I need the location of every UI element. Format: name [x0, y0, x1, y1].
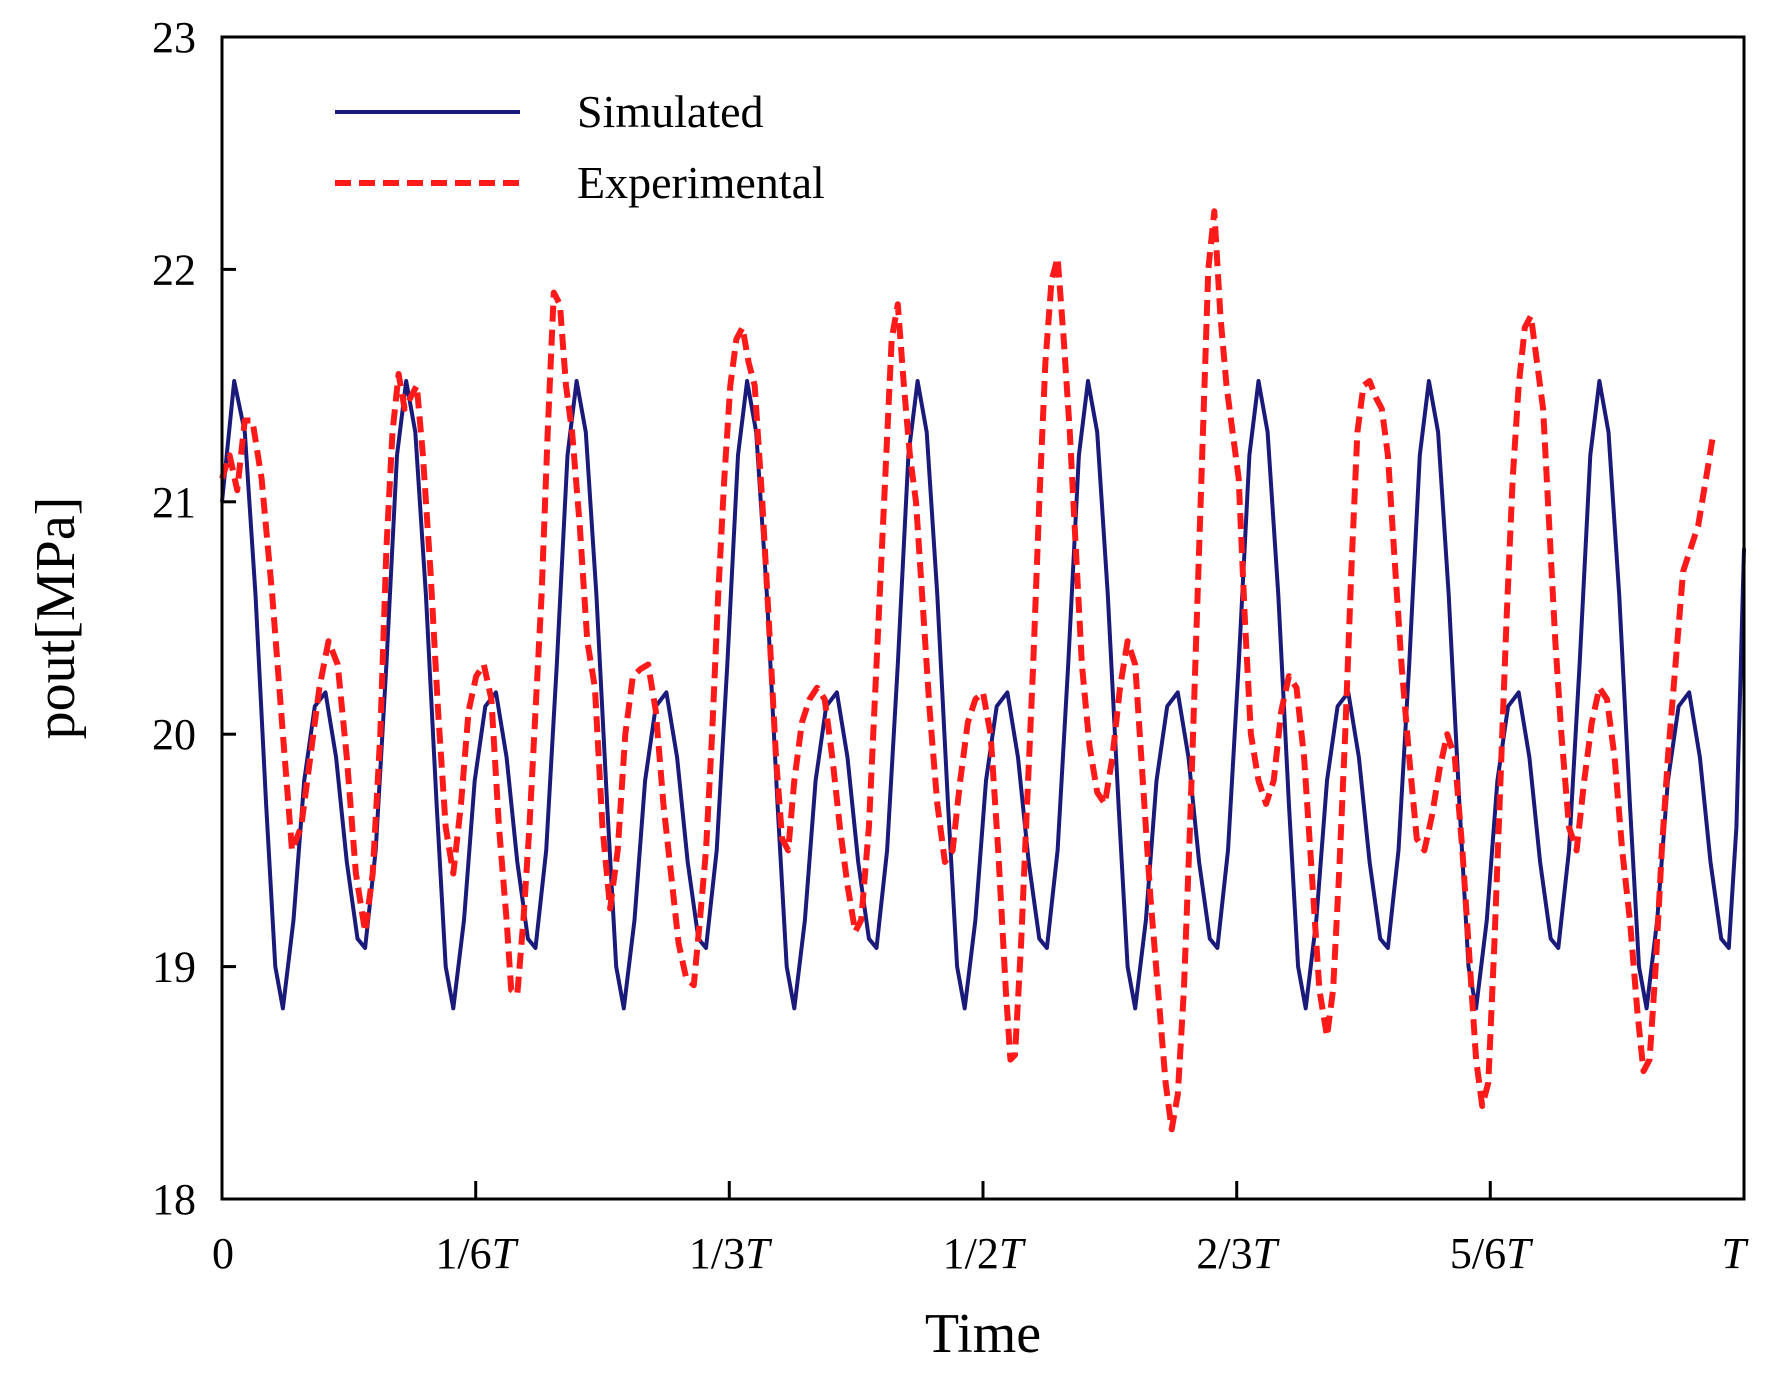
series-line-simulated — [220, 379, 1746, 1011]
x-tick-label: T — [1722, 1229, 1750, 1278]
x-tick-label: 2/3T — [1196, 1229, 1280, 1278]
legend-experimental-label: Experimental — [577, 157, 825, 208]
x-axis-title: Time — [925, 1303, 1041, 1365]
y-tick-label: 20 — [152, 710, 196, 759]
ticks-layer: 18 19 20 21 22 23 0 1/6T 1/3T 1/2T 2/3T 5/6T T — [152, 13, 1750, 1278]
x-tick-label: 5/6T — [1450, 1229, 1534, 1278]
y-axis-title: pout[MPa] — [25, 497, 87, 740]
y-tick-label: 21 — [152, 478, 196, 527]
x-tick-label: 1/2T — [943, 1229, 1027, 1278]
y-tick-label: 23 — [152, 13, 196, 62]
series-layer — [219, 208, 1746, 1133]
series-line-experimental — [219, 208, 1717, 1133]
x-tick-label: 0 — [212, 1229, 234, 1278]
legend: Simulated Experimental — [335, 86, 825, 208]
y-tick-label: 22 — [152, 245, 196, 294]
x-tick-label: 1/3T — [689, 1229, 773, 1278]
y-tick-label: 18 — [152, 1175, 196, 1224]
y-tick-label: 19 — [152, 943, 196, 992]
x-tick-label: 1/6T — [435, 1229, 519, 1278]
legend-simulated-label: Simulated — [577, 86, 764, 137]
